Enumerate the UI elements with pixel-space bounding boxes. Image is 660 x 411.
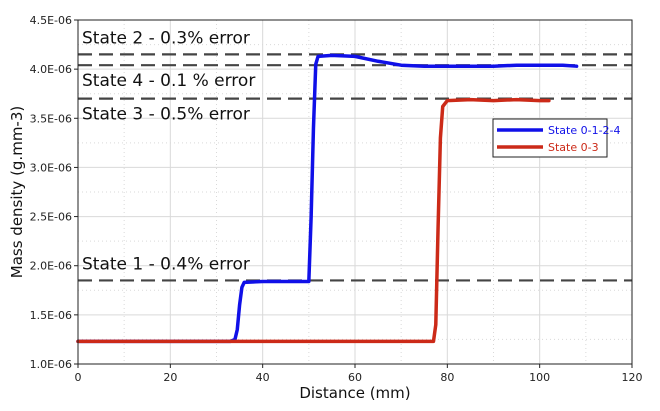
y-tick-label: 4.0E-06: [30, 63, 72, 76]
legend-box: [492, 118, 608, 158]
y-tick-label: 1.5E-06: [30, 309, 72, 322]
y-tick-label: 1.0E-06: [30, 358, 72, 371]
y-axis-label: Mass density (g.mm-3): [8, 106, 26, 278]
series-line: [76, 97, 551, 344]
y-tick-label: 2.5E-06: [30, 211, 72, 224]
y-tick-label: 2.0E-06: [30, 260, 72, 273]
x-tick-label: 40: [256, 371, 270, 384]
y-tick-label: 4.5E-06: [30, 14, 72, 27]
grid: [78, 20, 632, 364]
reference-line-label: State 3 - 0.5% error: [82, 105, 250, 125]
legend-entry: State 0-3: [548, 141, 599, 154]
legend-entry: State 0-1-2-4: [548, 124, 621, 137]
x-tick-label: 60: [348, 371, 362, 384]
x-tick-label: 80: [440, 371, 454, 384]
series-line: [76, 53, 579, 344]
x-tick-label: 100: [529, 371, 550, 384]
x-tick-label: 0: [75, 371, 82, 384]
ticks: 0 20 40 60 80 100 120 1.0E-06 1.5E-06 2.0E-06 2.5E…: [30, 14, 643, 384]
reference-line-label: State 4 - 0.1 % error: [82, 71, 255, 91]
x-tick-label: 20: [163, 371, 177, 384]
x-tick-label: 120: [622, 371, 643, 384]
legend: State 0-1-2-4 State 0-3: [492, 118, 621, 158]
reference-lines: State 2 - 0.3% error State 4 - 0.1 % erro…: [78, 28, 632, 282]
series: [76, 53, 579, 344]
x-axis-label: Distance (mm): [299, 384, 410, 402]
reference-line-label: State 1 - 0.4% error: [82, 254, 250, 274]
reference-line-label: State 2 - 0.3% error: [82, 28, 250, 48]
y-tick-label: 3.5E-06: [30, 112, 72, 125]
y-tick-label: 3.0E-06: [30, 161, 72, 174]
